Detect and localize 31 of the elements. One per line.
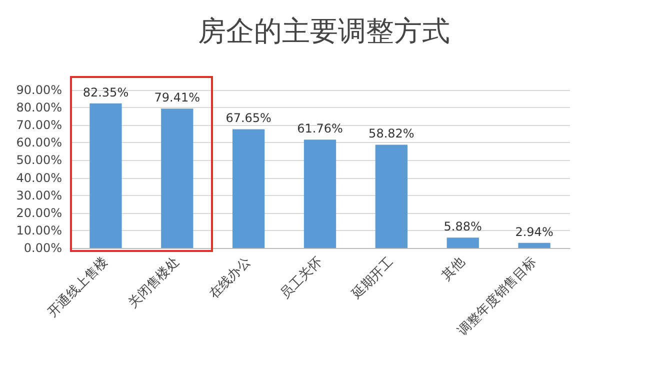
bar: [90, 103, 122, 248]
y-tick-label: 0.00%: [24, 241, 62, 255]
y-tick-label: 80.00%: [16, 100, 62, 115]
y-tick-label: 50.00%: [16, 153, 62, 168]
data-label: 61.76%: [297, 122, 343, 136]
y-tick-label: 10.00%: [16, 223, 62, 238]
y-tick-label: 90.00%: [16, 83, 62, 97]
x-tick-label: 关闭售楼处: [126, 254, 182, 312]
bar: [304, 140, 336, 248]
x-tick-label: 开通线上售楼: [45, 254, 112, 320]
bar: [446, 238, 479, 248]
y-tick-label: 40.00%: [16, 170, 62, 185]
data-label: 58.82%: [368, 126, 414, 141]
y-tick-label: 30.00%: [16, 188, 62, 202]
bar: [232, 129, 265, 248]
y-tick-label: 70.00%: [16, 118, 62, 132]
x-tick-label: 在线办公: [206, 254, 254, 302]
bar: [161, 108, 194, 248]
data-label: 5.88%: [444, 220, 482, 234]
y-tick-label: 20.00%: [16, 206, 62, 220]
x-tick-label: 员工关怀: [278, 254, 326, 302]
y-tick-label: 60.00%: [16, 136, 62, 150]
data-label: 79.41%: [154, 90, 200, 105]
bar: [375, 144, 408, 248]
x-tick-label: 其他: [439, 254, 468, 284]
x-tick-label: 延期开工: [348, 254, 397, 303]
data-label: 82.35%: [82, 85, 129, 100]
data-label: 2.94%: [515, 224, 554, 239]
chart-title: 房企的主要调整方式: [198, 14, 450, 48]
data-label: 67.65%: [226, 111, 272, 126]
bar: [518, 242, 550, 248]
